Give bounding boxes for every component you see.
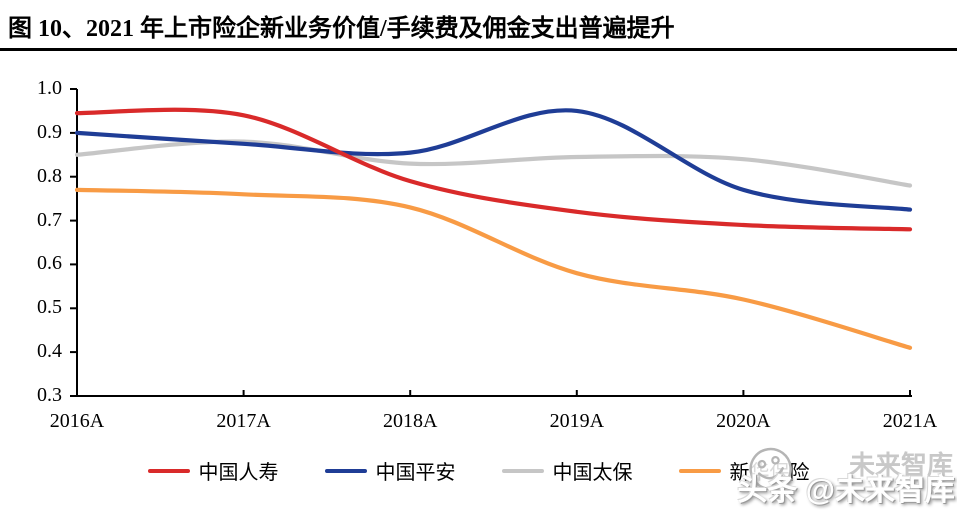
x-tick-label: 2017A bbox=[216, 410, 271, 432]
legend-line-swatch bbox=[147, 468, 190, 473]
legend-label: 中国平安 bbox=[375, 462, 456, 484]
title-underline bbox=[0, 48, 957, 51]
legend-label: 中国太保 bbox=[552, 462, 633, 484]
y-tick-label: 0.4 bbox=[37, 340, 62, 363]
x-tick-label: 2020A bbox=[716, 410, 771, 432]
series-line-中国平安 bbox=[74, 108, 913, 212]
legend-item-中国太保: 中国太保 bbox=[501, 456, 633, 485]
chart-legend: 中国人寿 中国平安 中国太保 新华保险 bbox=[0, 456, 957, 485]
axis-frame bbox=[76, 89, 912, 397]
x-tick-label: 2016A bbox=[49, 410, 105, 432]
y-tick-label: 1.0 bbox=[37, 77, 62, 99]
legend-item-中国平安: 中国平安 bbox=[324, 456, 456, 485]
series-line-中国太保 bbox=[74, 139, 913, 188]
y-tick-label: 0.7 bbox=[37, 208, 62, 231]
x-tick-label: 2021A bbox=[882, 410, 938, 432]
x-tick-label: 2018A bbox=[382, 410, 438, 432]
legend-label: 中国人寿 bbox=[198, 462, 279, 484]
legend-item-中国人寿: 中国人寿 bbox=[147, 456, 279, 485]
series-line-中国人寿 bbox=[74, 107, 913, 232]
figure-title: 图 10、2021 年上市险企新业务价值/手续费及佣金支出普遍提升 bbox=[8, 16, 675, 42]
y-tick-label: 0.5 bbox=[37, 296, 62, 319]
y-tick-label: 0.6 bbox=[37, 252, 62, 275]
legend-line-swatch bbox=[678, 468, 721, 473]
y-tick-label: 0.8 bbox=[37, 164, 62, 187]
legend-line-swatch bbox=[501, 468, 544, 473]
legend-item-新华保险: 新华保险 bbox=[678, 456, 810, 485]
x-tick-label: 2019A bbox=[549, 410, 605, 432]
legend-label: 新华保险 bbox=[729, 462, 810, 484]
y-tick-label: 0.9 bbox=[37, 120, 62, 143]
y-tick-label: 0.3 bbox=[37, 384, 62, 406]
legend-line-swatch bbox=[324, 468, 367, 473]
series-line-新华保险 bbox=[74, 187, 913, 350]
